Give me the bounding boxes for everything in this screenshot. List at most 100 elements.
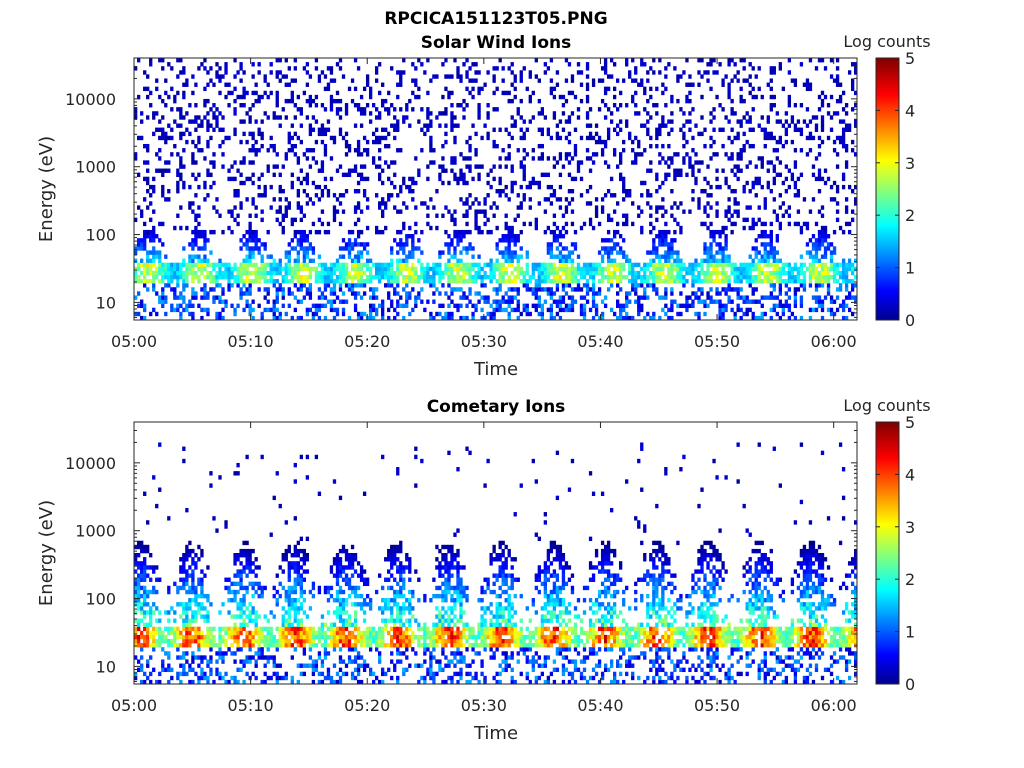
- heatmap-cell: [760, 270, 764, 276]
- heatmap-cell: [492, 90, 496, 96]
- heatmap-cell: [254, 279, 258, 284]
- heatmap-cell: [519, 246, 523, 251]
- heatmap-cell: [561, 127, 566, 132]
- heatmap-cell: [179, 585, 183, 591]
- heatmap-cell: [206, 238, 210, 243]
- heatmap-cell: [365, 266, 370, 272]
- heatmap-cell: [356, 274, 361, 280]
- heatmap-cell: [323, 152, 328, 157]
- heatmap-cell: [751, 127, 755, 132]
- heatmap-cell: [408, 176, 412, 182]
- heatmap-cell: [694, 274, 698, 280]
- heatmap-cell: [841, 279, 846, 284]
- heatmap-cell: [835, 201, 840, 206]
- heatmap-cell: [811, 270, 816, 276]
- heatmap-cell: [209, 274, 213, 280]
- heatmap-cell: [489, 311, 493, 317]
- heatmap-cell: [838, 287, 843, 292]
- heatmap-cell: [649, 115, 653, 120]
- heatmap-cell: [191, 254, 195, 259]
- heatmap-cell: [733, 209, 737, 214]
- heatmap-cell: [793, 78, 798, 83]
- heatmap-cell: [158, 643, 162, 648]
- heatmap-cell: [417, 274, 421, 280]
- heatmap-cell: [507, 156, 511, 161]
- heatmap-cell: [498, 180, 502, 186]
- heatmap-cell: [841, 107, 846, 112]
- heatmap-cell: [185, 303, 189, 309]
- heatmap-cell: [784, 176, 789, 182]
- heatmap-cell: [721, 266, 725, 272]
- heatmap-cell: [670, 262, 674, 268]
- heatmap-cell: [381, 270, 385, 276]
- heatmap-cell: [456, 303, 460, 309]
- heatmap-cell: [194, 638, 198, 644]
- heatmap-cell: [140, 119, 144, 124]
- heatmap-cell: [817, 176, 822, 182]
- heatmap-cell: [173, 295, 177, 300]
- heatmap-cell: [814, 270, 819, 276]
- heatmap-cell: [387, 131, 391, 137]
- heatmap-cell: [486, 131, 490, 137]
- heatmap-cell: [817, 246, 822, 251]
- heatmap-cell: [155, 266, 159, 272]
- heatmap-cell: [468, 274, 472, 280]
- heatmap-cell: [411, 307, 415, 313]
- heatmap-cell: [561, 254, 566, 259]
- heatmap-cell: [805, 242, 810, 247]
- heatmap-cell: [688, 127, 692, 132]
- heatmap-cell: [134, 553, 138, 558]
- heatmap-cell: [140, 647, 144, 652]
- heatmap-cell: [206, 258, 210, 263]
- heatmap-cell: [649, 213, 653, 218]
- heatmap-cell: [655, 262, 659, 268]
- heatmap-cell: [320, 103, 325, 108]
- heatmap-cell: [790, 270, 795, 276]
- heatmap-cell: [778, 193, 782, 198]
- heatmap-cell: [760, 254, 764, 259]
- heatmap-cell: [802, 262, 807, 268]
- heatmap-cell: [381, 315, 385, 320]
- heatmap-cell: [248, 254, 252, 259]
- heatmap-cell: [317, 74, 322, 79]
- heatmap-cell: [215, 315, 219, 320]
- heatmap-cell: [820, 254, 825, 259]
- heatmap-cell: [757, 274, 761, 280]
- heatmap-cell: [356, 205, 361, 210]
- heatmap-cell: [170, 626, 174, 632]
- heatmap-cell: [143, 274, 147, 280]
- heatmap-cell: [218, 66, 222, 71]
- heatmap-cell: [335, 90, 340, 96]
- heatmap-cell: [540, 307, 544, 313]
- heatmap-cell: [543, 299, 548, 304]
- heatmap-cell: [495, 66, 499, 71]
- heatmap-cell: [474, 262, 478, 268]
- heatmap-cell: [679, 279, 683, 284]
- heatmap-cell: [721, 250, 725, 255]
- heatmap-cell: [778, 283, 782, 288]
- heatmap-cell: [137, 626, 141, 632]
- heatmap-cell: [335, 295, 340, 300]
- heatmap-cell: [516, 254, 520, 259]
- heatmap-cell: [591, 270, 596, 276]
- heatmap-cell: [161, 266, 165, 272]
- panel-solar-wind: Solar Wind Ions 05:00 05:10 05:20 05:30 05:4…: [36, 32, 931, 380]
- heatmap-cell: [293, 262, 297, 268]
- heatmap-cell: [390, 303, 394, 309]
- heatmap-cell: [525, 270, 529, 276]
- heatmap-cell: [471, 176, 475, 182]
- heatmap-cell: [402, 221, 406, 227]
- heatmap-cell: [221, 287, 225, 292]
- heatmap-cell: [278, 283, 282, 288]
- heatmap-cell: [284, 274, 288, 280]
- heatmap-cell: [158, 442, 162, 447]
- heatmap-cell: [817, 279, 822, 284]
- heatmap-cell: [546, 250, 551, 255]
- heatmap-cell: [134, 270, 138, 276]
- heatmap-cell: [242, 291, 246, 296]
- heatmap-cell: [619, 279, 623, 284]
- heatmap-cell: [447, 74, 451, 79]
- heatmap-cell: [471, 246, 475, 251]
- heatmap-cell: [320, 221, 325, 227]
- heatmap-cell: [393, 279, 397, 284]
